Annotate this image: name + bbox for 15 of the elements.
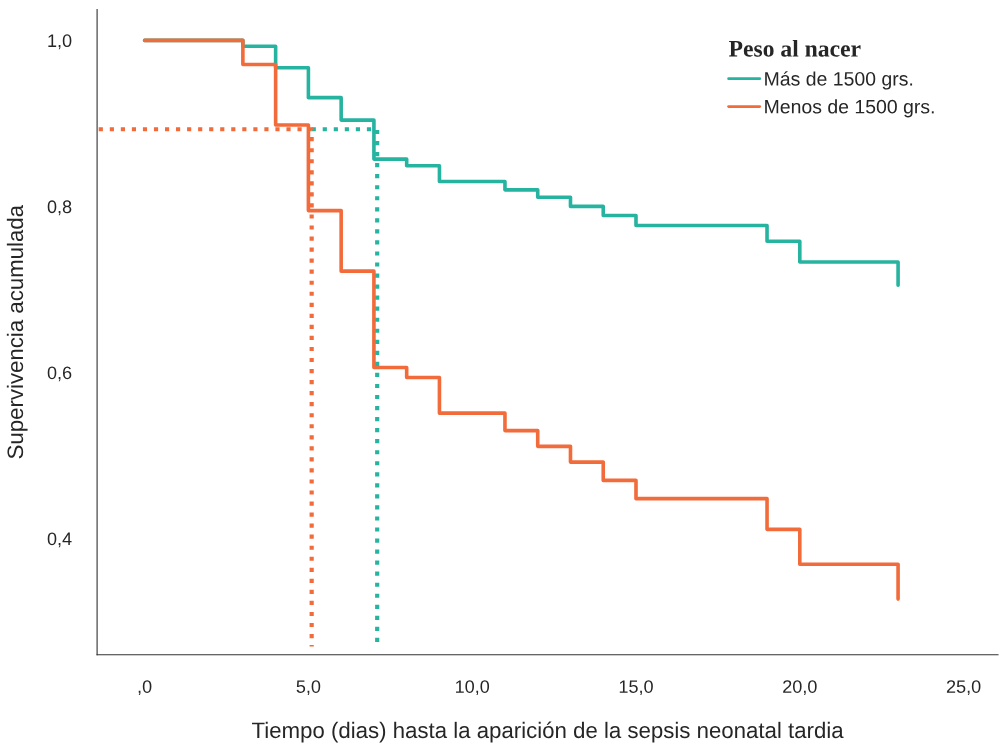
x-tick-label: 10,0 <box>456 680 490 696</box>
y-axis-title: Supervivencia acumulada <box>6 204 28 459</box>
x-tick-label: 25,0 <box>946 680 981 696</box>
x-tick-label: 20,0 <box>783 680 817 696</box>
legend-label: Menos de 1500 grs. <box>765 99 934 118</box>
x-tick-label: 15,0 <box>619 680 653 696</box>
y-tick-label: 1,0 <box>48 34 72 50</box>
y-tick-label: 0,8 <box>47 200 72 216</box>
legend-title: Peso al nacer <box>729 40 861 57</box>
y-tick-label: 0,4 <box>47 532 72 548</box>
y-tick-label: 0,6 <box>47 366 72 382</box>
x-tick-label: 5,0 <box>296 680 321 696</box>
legend-label: Más de 1500 grs. <box>765 71 913 90</box>
x-tick-label: ,0 <box>138 680 152 696</box>
x-axis-title: Tiempo (dias) hasta la aparición de la sepsis neonatal tardia <box>252 721 844 743</box>
